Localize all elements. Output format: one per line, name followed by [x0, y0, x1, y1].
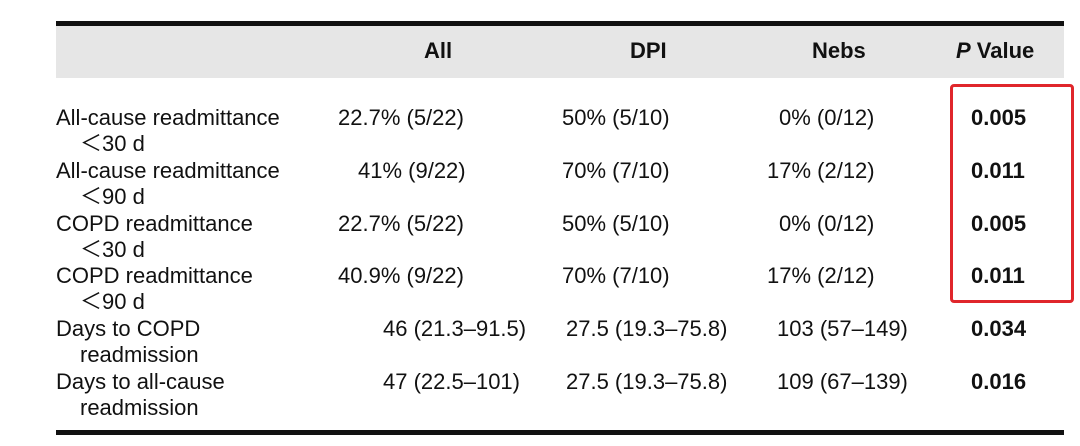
- table-header-band: [56, 26, 1064, 78]
- row-label-line2: readmission: [80, 395, 199, 420]
- row-label: All-cause readmittance ＜90 d: [56, 158, 280, 210]
- header-p-suffix: Value: [970, 38, 1035, 63]
- header-nebs: Nebs: [812, 38, 866, 63]
- cell-all: 22.7% (5/22): [338, 211, 464, 236]
- cell-nebs: 0% (0/12): [779, 211, 875, 236]
- p-value-highlight-box: [950, 84, 1074, 303]
- table-top-rule: [56, 21, 1064, 26]
- row-label-line2: readmission: [80, 342, 199, 367]
- header-dpi: DPI: [630, 38, 667, 63]
- cell-p-value: 0.005: [971, 105, 1027, 130]
- row-label-line1: COPD readmittance: [56, 211, 253, 236]
- row-label-line1: Days to all-cause: [56, 369, 225, 394]
- row-label: All-cause readmittance ＜30 d: [56, 105, 280, 157]
- header-all: All: [424, 38, 453, 63]
- cell-dpi: 70% (7/10): [562, 263, 670, 288]
- cell-nebs: 17% (2/12): [767, 263, 875, 288]
- row-label-line1: All-cause readmittance: [56, 158, 280, 183]
- cell-nebs: 109 (67–139): [777, 369, 908, 394]
- row-label-line1: Days to COPD: [56, 316, 201, 341]
- cell-p-value: 0.011: [971, 158, 1025, 183]
- cell-nebs: 17% (2/12): [767, 158, 875, 183]
- row-label-line2: ＜30 d: [80, 131, 145, 156]
- row-label: Days to COPD readmission: [56, 316, 200, 368]
- cell-nebs: 103 (57–149): [777, 316, 908, 341]
- cell-all: 40.9% (9/22): [338, 263, 464, 288]
- header-p-letter: P: [956, 38, 971, 63]
- row-label: COPD readmittance ＜90 d: [56, 263, 253, 315]
- cell-p-value: 0.011: [971, 263, 1025, 288]
- header-p-value: P Value: [956, 38, 1034, 64]
- cell-all: 47 (22.5–101): [383, 369, 520, 394]
- table-bottom-rule: [56, 430, 1064, 435]
- cell-dpi: 50% (5/10): [562, 105, 670, 130]
- cell-dpi: 27.5 (19.3–75.8): [566, 316, 728, 341]
- row-label-line1: All-cause readmittance: [56, 105, 280, 130]
- cell-p-value: 0.034: [971, 316, 1027, 341]
- cell-dpi: 27.5 (19.3–75.8): [566, 369, 728, 394]
- cell-nebs: 0% (0/12): [779, 105, 875, 130]
- row-label-line2: ＜90 d: [80, 184, 145, 209]
- row-label-line1: COPD readmittance: [56, 263, 253, 288]
- cell-all: 22.7% (5/22): [338, 105, 464, 130]
- cell-all: 41% (9/22): [358, 158, 466, 183]
- cell-dpi: 70% (7/10): [562, 158, 670, 183]
- cell-all: 46 (21.3–91.5): [383, 316, 527, 341]
- row-label-line2: ＜90 d: [80, 289, 145, 314]
- row-label: COPD readmittance ＜30 d: [56, 211, 253, 263]
- row-label: Days to all-cause readmission: [56, 369, 225, 421]
- cell-p-value: 0.005: [971, 211, 1027, 236]
- cell-p-value: 0.016: [971, 369, 1027, 394]
- row-label-line2: ＜30 d: [80, 237, 145, 262]
- cell-dpi: 50% (5/10): [562, 211, 670, 236]
